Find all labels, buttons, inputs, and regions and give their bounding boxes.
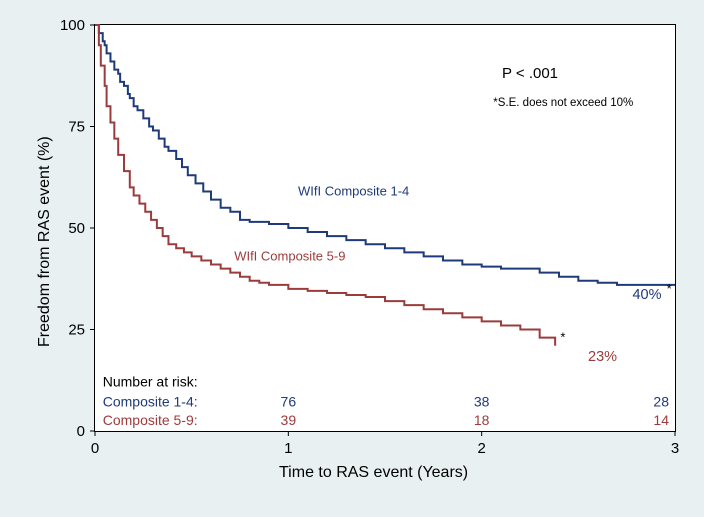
svg-text:50: 50 [68,220,85,237]
svg-text:Composite 5-9:: Composite 5-9: [103,412,198,428]
svg-text:Composite 1-4:: Composite 1-4: [103,394,198,410]
svg-text:28: 28 [653,394,669,410]
svg-text:0: 0 [91,440,99,457]
svg-text:39: 39 [281,412,297,428]
svg-text:WIfI Composite 1-4: WIfI Composite 1-4 [298,184,409,199]
svg-text:38: 38 [474,394,490,410]
svg-text:P < .001: P < .001 [502,65,558,82]
svg-text:76: 76 [281,394,297,410]
svg-text:25: 25 [68,322,85,339]
svg-text:*: * [667,281,672,296]
svg-text:23%: 23% [588,349,617,365]
plot-svg: 01230255075100WIfI Composite 1-440%*WIfI… [95,25,675,431]
svg-text:14: 14 [653,412,669,428]
x-axis-label: Time to RAS event (Years) [279,464,468,482]
plot-area: 01230255075100WIfI Composite 1-440%*WIfI… [94,24,676,432]
svg-text:WIfI Composite 5-9: WIfI Composite 5-9 [234,248,345,263]
svg-text:Number at risk:: Number at risk: [103,373,198,389]
svg-text:40%: 40% [632,287,661,303]
svg-text:2: 2 [477,440,485,457]
chart-frame: 0 1 2 3 0 25 50 75 100 WIfI Composite 1-4 40% * WIfI… [0,0,704,517]
y-axis-label: Freedom from RAS event (%) [36,136,54,347]
svg-text:3: 3 [671,440,679,457]
svg-text:75: 75 [68,119,85,136]
svg-text:100: 100 [60,17,85,34]
svg-text:1: 1 [284,440,292,457]
svg-text:*: * [560,330,565,345]
svg-text:*S.E. does not exceed 10%: *S.E. does not exceed 10% [493,97,633,109]
svg-text:18: 18 [474,412,490,428]
svg-text:0: 0 [77,423,85,440]
